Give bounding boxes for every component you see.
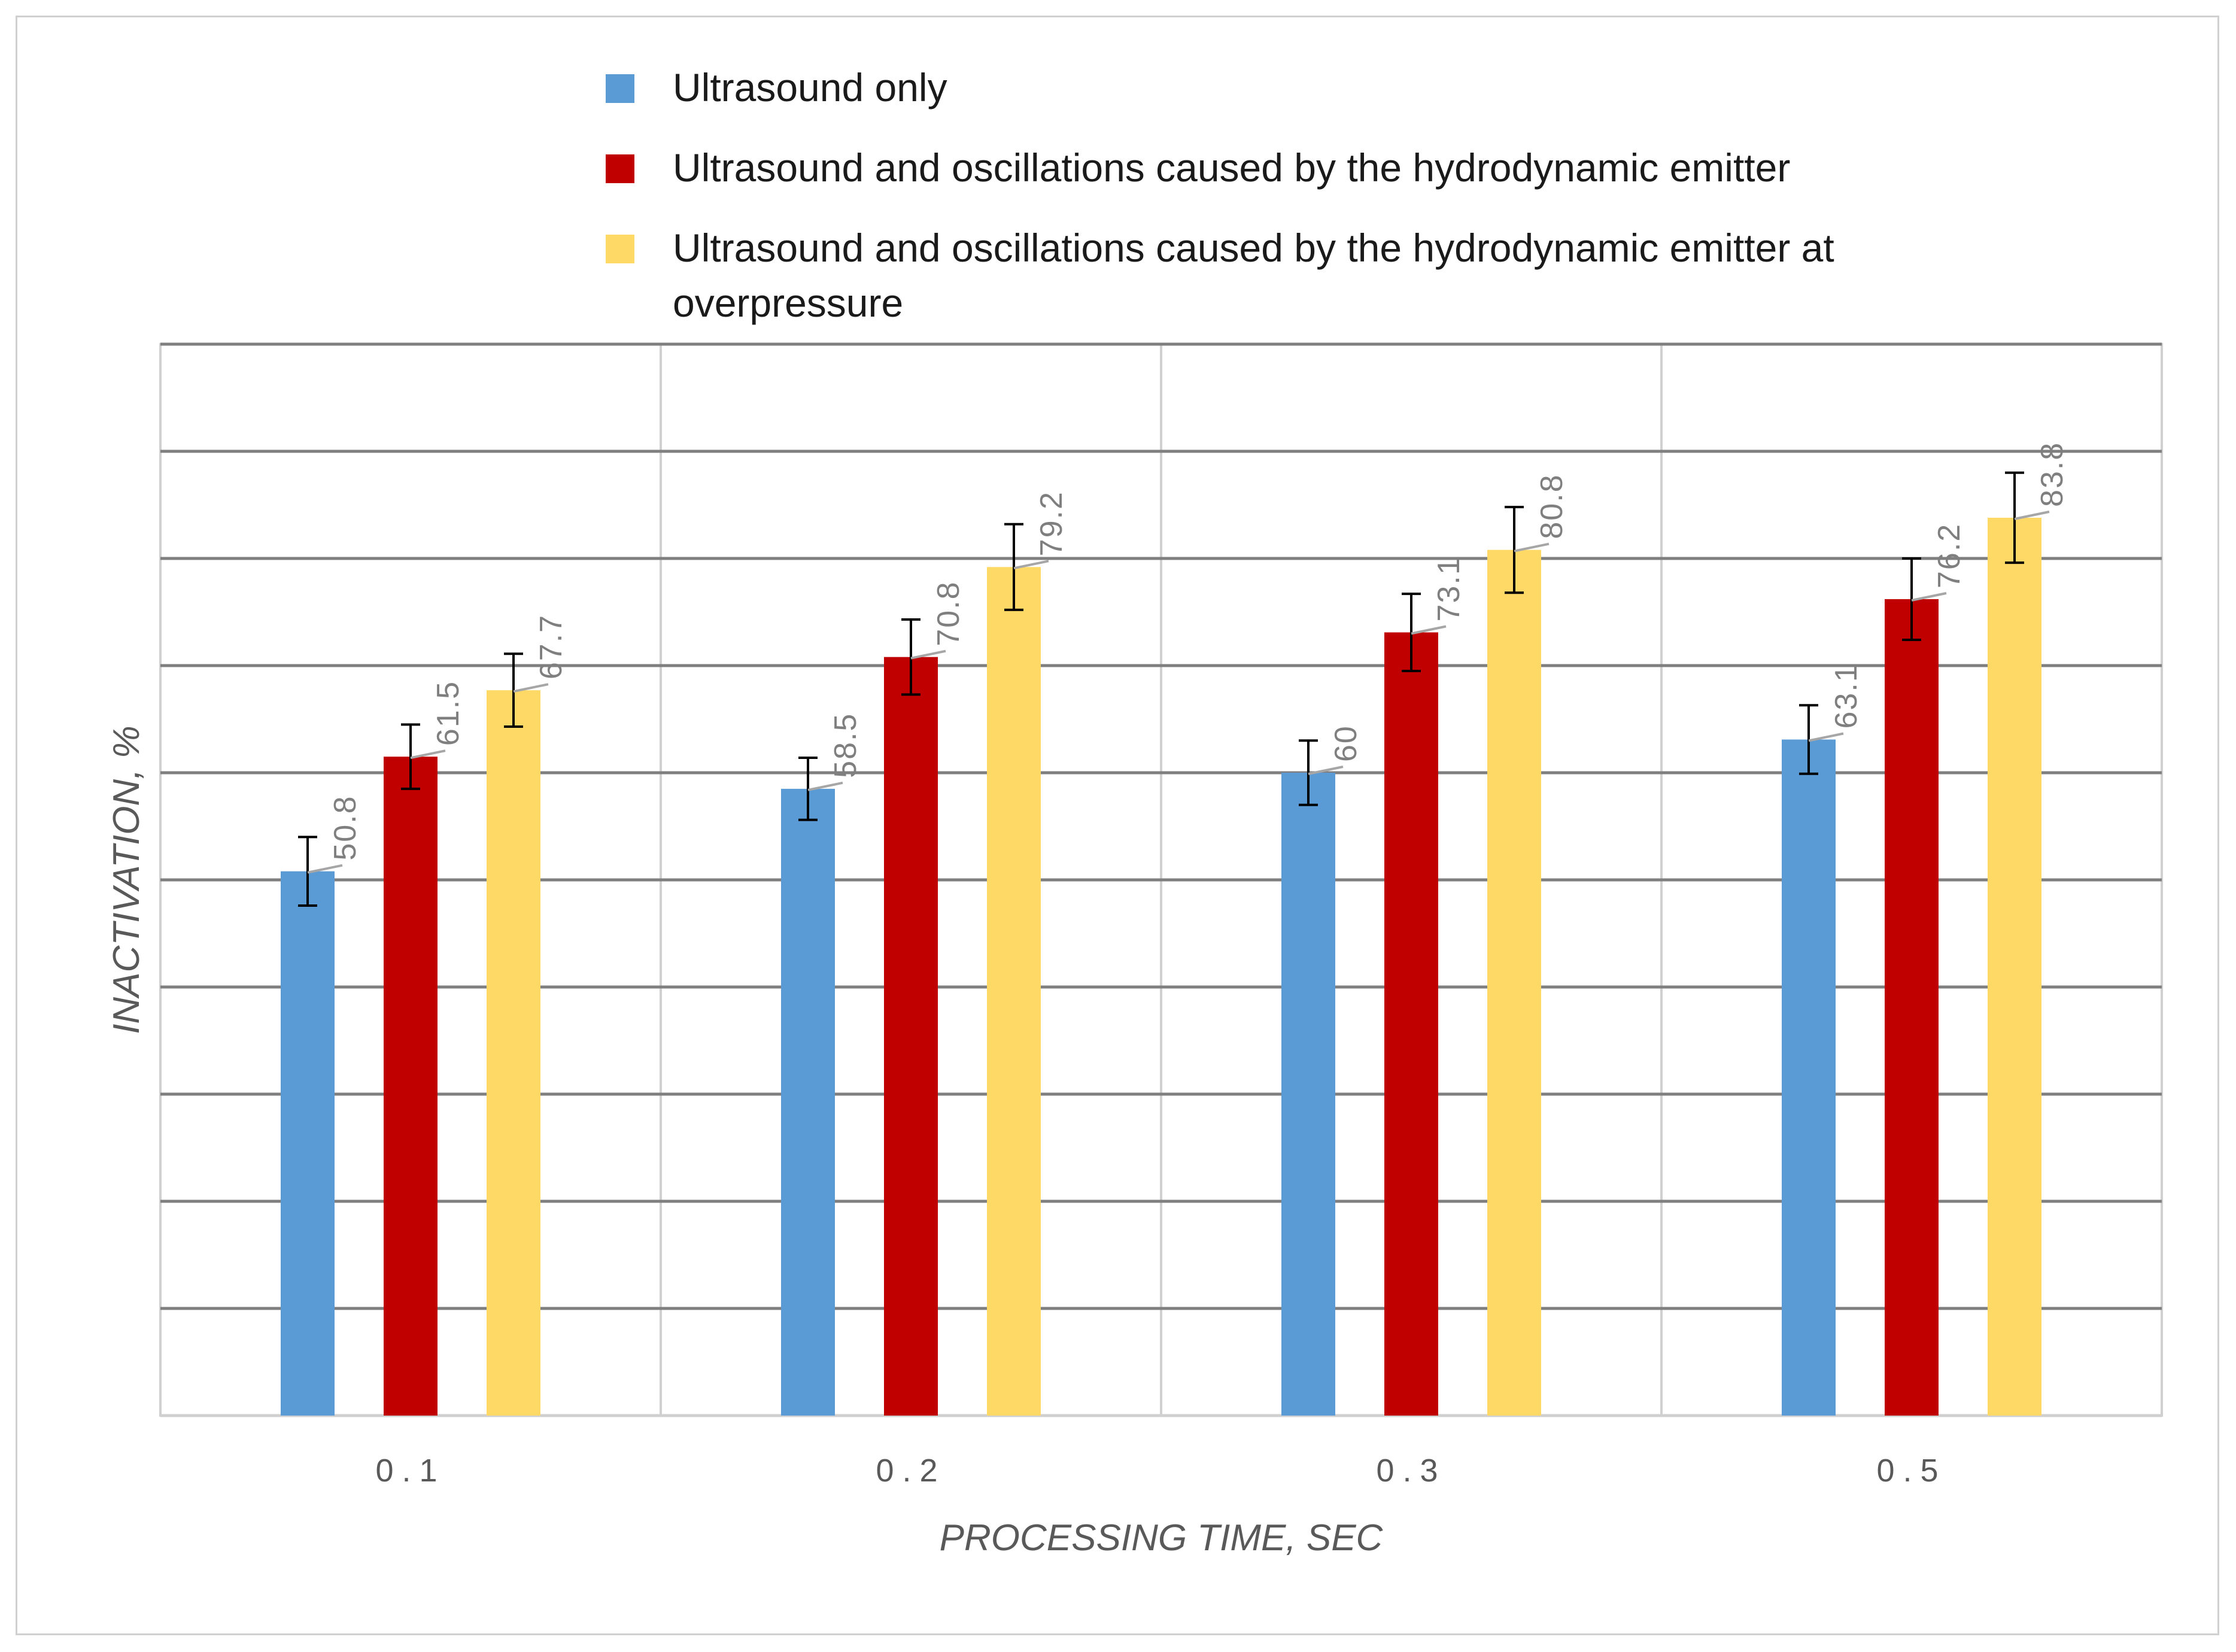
x-tick-label: 0.5	[1876, 1453, 1946, 1489]
bar[interactable]	[884, 657, 938, 1416]
data-label: 61.5	[431, 681, 466, 746]
data-label-leader	[2014, 511, 2050, 520]
legend-swatch-hydrodynamic-emitter-overpressure	[606, 235, 634, 263]
data-label: 76.2	[1932, 523, 1967, 588]
data-label-leader	[1308, 766, 1344, 775]
error-bars	[298, 471, 2024, 907]
data-label-leader	[1411, 625, 1447, 635]
data-label-leader	[307, 864, 343, 874]
data-label-leader	[513, 683, 549, 693]
legend-label-hydrodynamic-emitter-overpressure: Ultrasound and oscillations caused by th…	[673, 226, 1834, 325]
x-tick-label: 0.2	[876, 1453, 946, 1489]
data-label-leader	[807, 781, 843, 791]
data-label: 70.8	[931, 581, 966, 646]
data-labels: 50.8 61.5 67.7 58.5 70.8 79.2 60 73.1 80.8 63.1 76…	[307, 442, 2070, 874]
data-label-leader	[1911, 592, 1947, 602]
data-label: 60	[1329, 725, 1363, 762]
legend-item-ultrasound-only[interactable]: Ultrasound only	[599, 60, 2035, 115]
bar[interactable]	[384, 757, 438, 1416]
bar[interactable]	[1782, 739, 1836, 1416]
data-label: 73.1	[1432, 556, 1466, 621]
bar[interactable]	[1988, 517, 2041, 1416]
bar[interactable]	[1384, 632, 1438, 1416]
chart-frame	[16, 16, 2219, 1635]
legend-label-hydrodynamic-emitter: Ultrasound and oscillations caused by th…	[673, 145, 1791, 190]
data-label: 50.8	[328, 795, 363, 860]
grid	[159, 342, 2163, 1417]
data-label: 63.1	[1829, 663, 1864, 728]
legend-swatch-ultrasound-only	[606, 74, 634, 103]
data-label-leader	[1808, 732, 1844, 742]
bar[interactable]	[1487, 549, 1541, 1416]
x-axis-title: PROCESSING TIME, SEC	[940, 1517, 1384, 1559]
legend: Ultrasound only Ultrasound and oscillati…	[599, 60, 2035, 356]
legend-swatch-hydrodynamic-emitter	[606, 154, 634, 183]
data-label: 67.7	[534, 614, 569, 679]
legend-item-hydrodynamic-emitter-overpressure[interactable]: Ultrasound and oscillations caused by th…	[599, 220, 2035, 330]
data-label: 79.2	[1034, 491, 1069, 556]
data-label: 83.8	[2035, 442, 2070, 507]
data-label-leader	[1514, 542, 1550, 552]
bar[interactable]	[987, 567, 1041, 1416]
data-label-leader	[410, 749, 446, 760]
bar[interactable]	[1885, 599, 1939, 1416]
bar[interactable]	[487, 690, 540, 1416]
data-label-leader	[910, 649, 946, 660]
bar[interactable]	[281, 871, 335, 1416]
data-label: 80.8	[1535, 473, 1569, 539]
data-label-leader	[1013, 560, 1049, 570]
data-label: 58.5	[828, 713, 863, 778]
bars	[281, 517, 2041, 1416]
bar[interactable]	[1281, 773, 1335, 1416]
bar[interactable]	[781, 788, 835, 1416]
y-axis-title: INACTIVATION, %	[106, 725, 147, 1034]
x-tick-label: 0.1	[375, 1453, 445, 1489]
legend-label-ultrasound-only: Ultrasound only	[673, 65, 947, 110]
x-tick-label: 0.3	[1376, 1453, 1446, 1489]
legend-item-hydrodynamic-emitter[interactable]: Ultrasound and oscillations caused by th…	[599, 140, 2035, 195]
x-axis-ticks: 0.1 0.2 0.3 0.5	[375, 1453, 1946, 1489]
